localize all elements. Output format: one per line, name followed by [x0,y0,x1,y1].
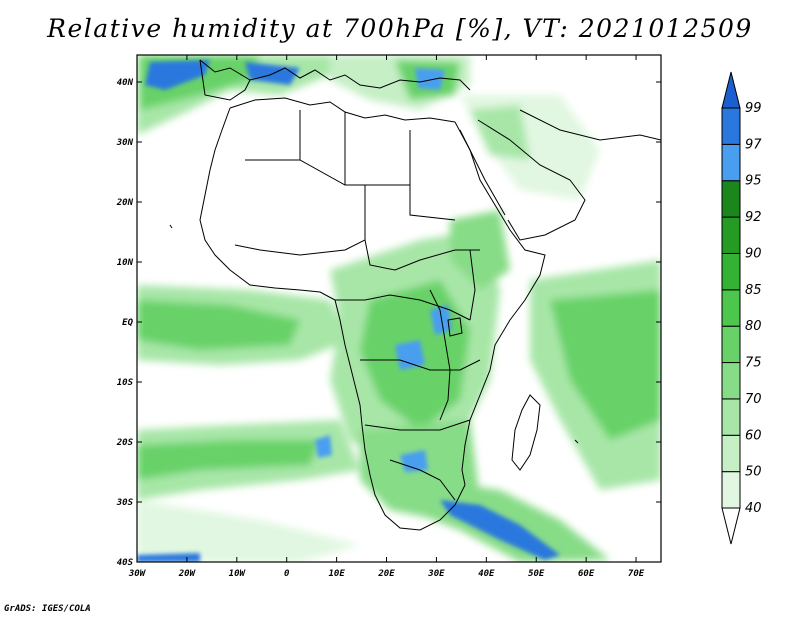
colorbar-high-triangle [721,71,741,109]
lat-label-5: 10S [117,378,134,388]
lon-label-8: 50E [528,569,545,579]
colorbar-label-9: 95 [745,174,762,189]
colorbar-label-8: 92 [745,210,762,225]
latitude-labels: 40N 30N 20N 10N EQ 10S 20S 30S 40S [116,78,134,568]
plot-frame [136,54,662,563]
colorbar-segment-8 [721,180,741,218]
lon-label-4: 10E [328,569,345,579]
humidity-shading [137,55,661,562]
lat-label-1: 30N [116,138,134,148]
colorbar-label-7: 90 [745,246,762,261]
colorbar-segment-5 [721,289,741,327]
colorbar-label-4: 75 [745,356,762,371]
colorbar-segment-10 [721,107,741,145]
colorbar-segment-4 [721,325,741,364]
colorbar-label-0: 40 [745,501,762,516]
colorbar-label-6: 85 [745,283,762,298]
colorbar-label-5: 80 [745,319,762,334]
colorbar-label-1: 50 [745,465,762,480]
lat-label-0: 40N [117,78,134,88]
credit-text: GrADS: IGES/COLA [4,604,91,614]
lon-label-6: 30E [427,569,445,579]
lon-label-1: 20W [178,569,197,579]
lon-label-7: 40E [478,569,495,579]
lon-label-5: 20E [377,569,395,579]
lat-label-6: 20S [116,438,134,448]
lon-label-10: 70E [628,569,645,579]
colorbar-segment-7 [721,216,741,254]
colorbar-segment-1 [721,434,741,473]
lon-label-2: 10W [229,569,247,579]
colorbar-segment-9 [721,143,741,182]
colorbar-segment-6 [721,252,741,291]
colorbar-low-triangle [721,507,741,545]
coastlines [169,59,661,531]
lon-label-9: 60E [578,569,595,579]
lat-label-3: 10N [117,258,134,268]
lat-label-4: EQ [122,318,133,328]
colorbar-label-2: 60 [745,428,762,443]
longitude-labels: 30W 20W 10W 0 10E 20E 30E 40E 50E 60E 70E [128,569,645,579]
lat-label-8: 40S [117,558,134,568]
lon-label-0: 30W [128,569,147,579]
colorbar: 40 50 60 70 75 80 85 90 92 95 97 99 [721,71,762,545]
map-title: Relative humidity at 700hPa [%], VT: 202… [47,14,753,43]
axis-ticks [136,55,661,563]
lon-label-3: 0 [284,569,290,579]
colorbar-segment-0 [721,471,741,509]
colorbar-label-10: 97 [745,137,762,152]
colorbar-label-11: 99 [745,101,762,116]
colorbar-segment-2 [721,398,741,436]
lat-label-2: 20N [116,198,134,208]
colorbar-label-3: 70 [745,392,762,407]
lat-label-7: 30S [116,498,134,508]
colorbar-segment-3 [721,362,741,400]
